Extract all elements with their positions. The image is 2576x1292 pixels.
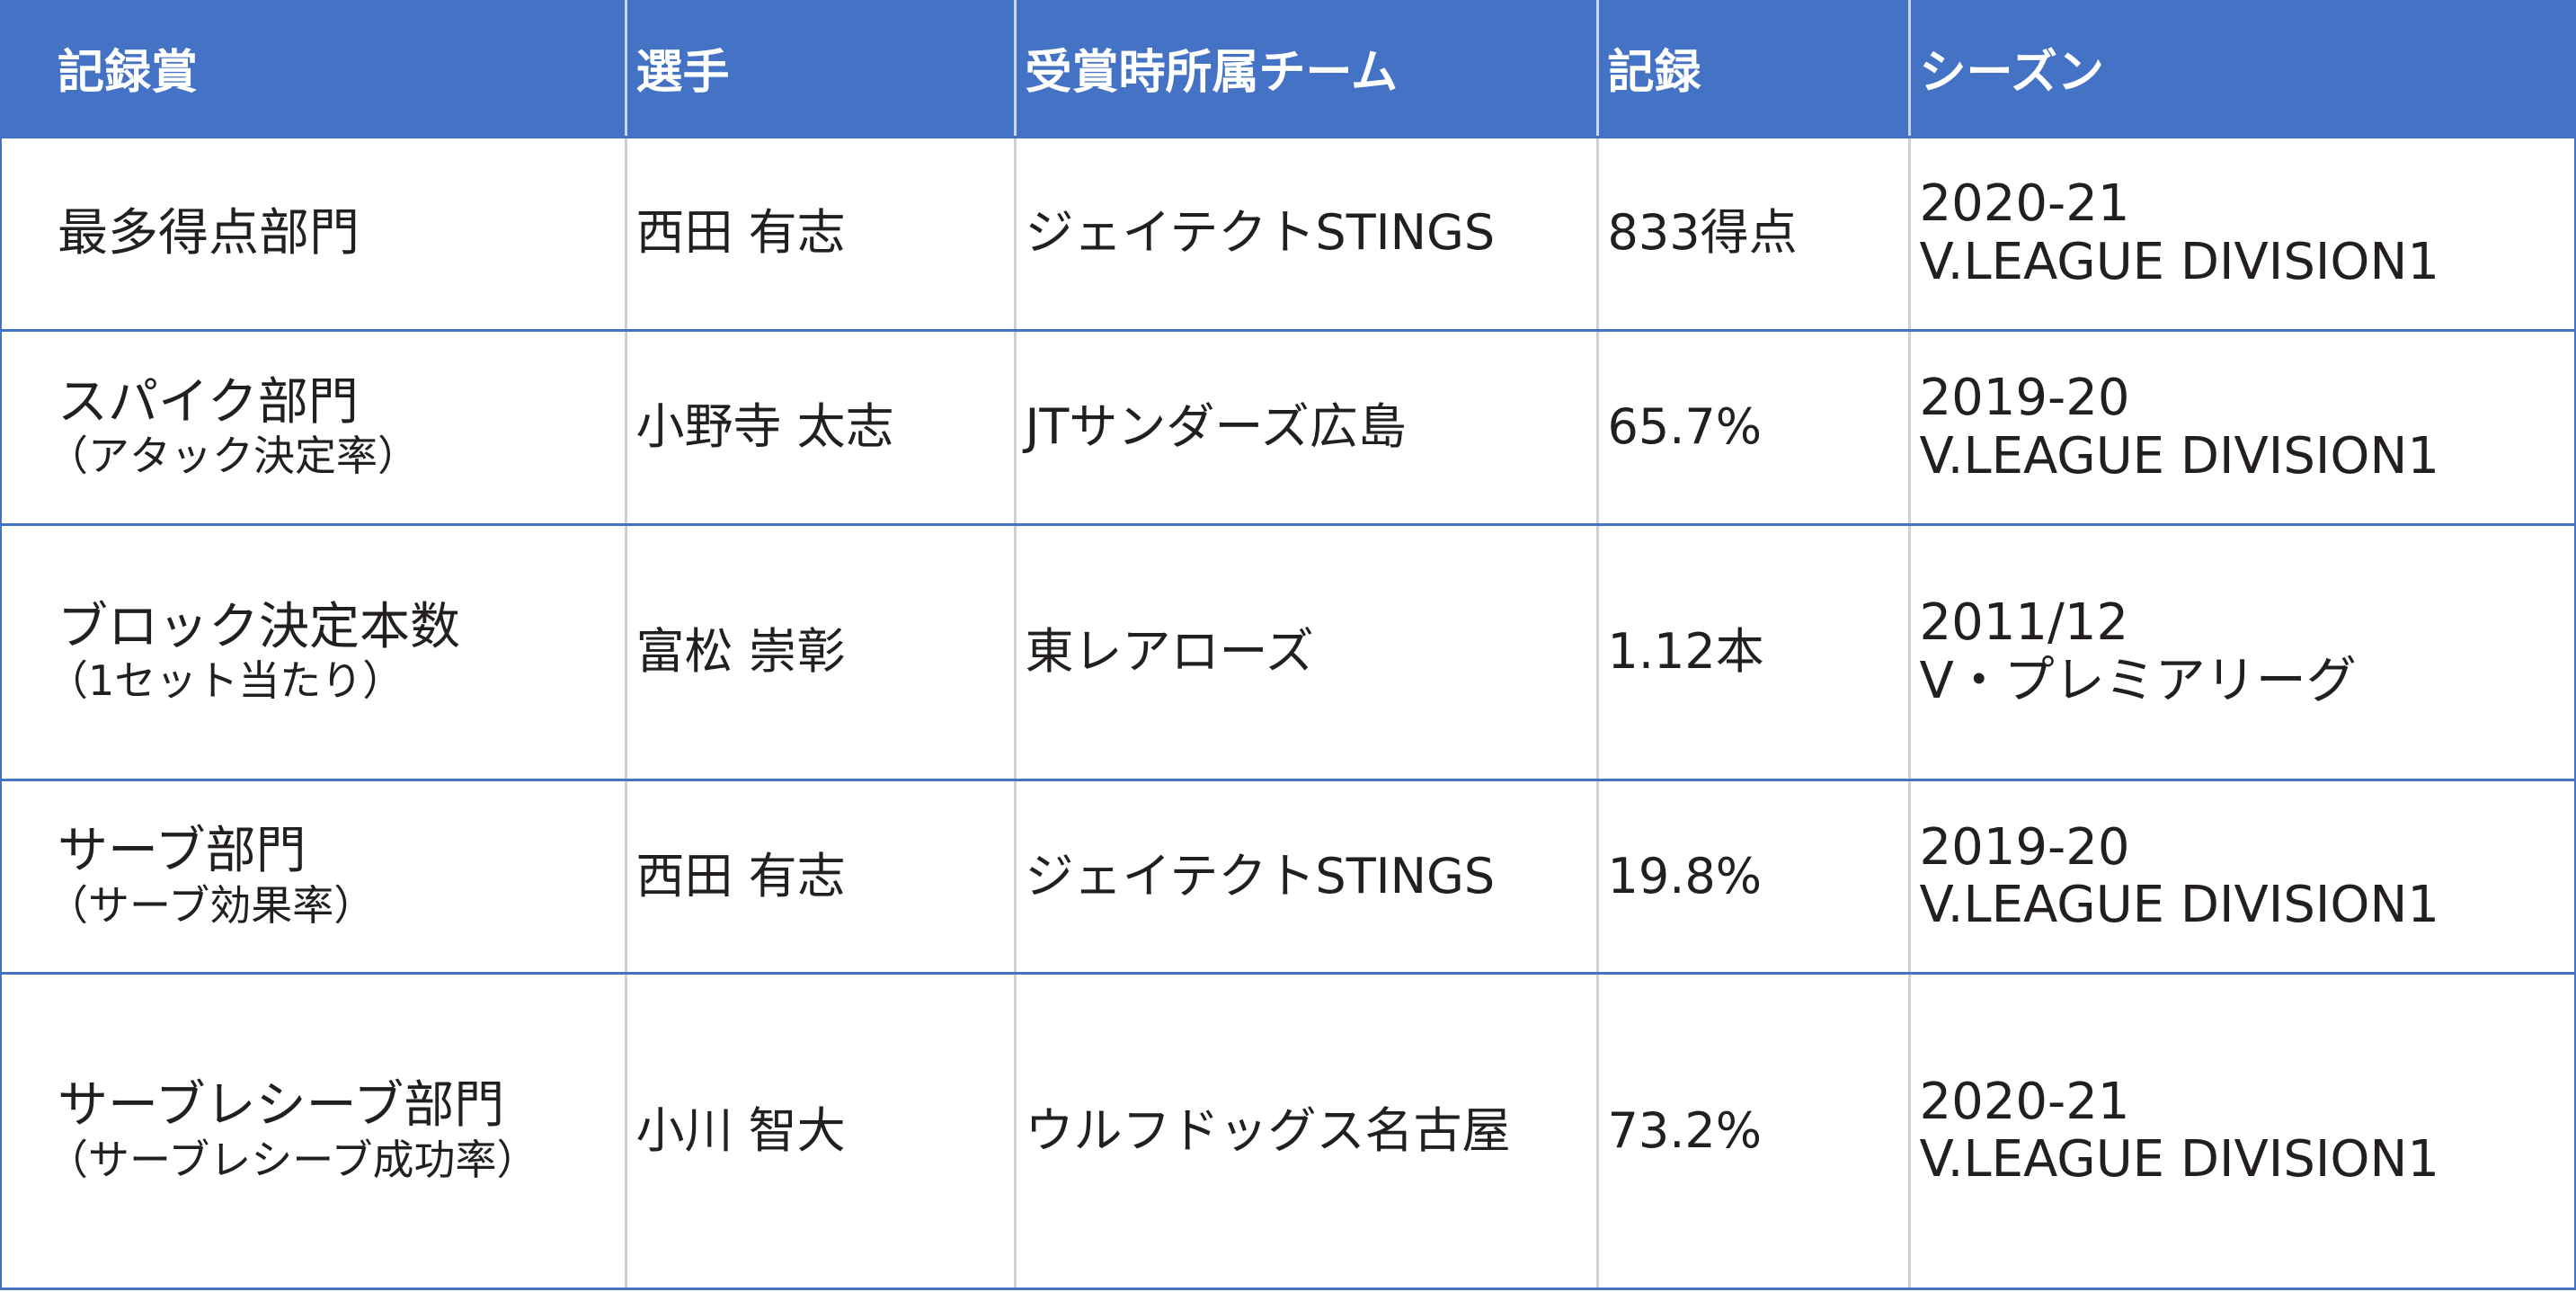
season-year: 2019-20 xyxy=(1919,817,2130,877)
team-cell: ジェイテクトSTINGS xyxy=(1013,778,1599,976)
player-cell: 富松 崇彰 xyxy=(624,523,1017,781)
team-cell: ジェイテクトSTINGS xyxy=(1013,135,1599,332)
table-body: 最多得点部門 西田 有志 ジェイテクトSTINGS 833得点 2020-21 … xyxy=(0,135,2576,1290)
table-row: 最多得点部門 西田 有志 ジェイテクトSTINGS 833得点 2020-21 … xyxy=(0,135,2576,332)
season-cell: 2019-20 V.LEAGUE DIVISION1 xyxy=(1907,778,2576,976)
team-cell: 東レアローズ xyxy=(1013,523,1599,781)
season-league: V・プレミアリーグ xyxy=(1919,651,2357,710)
award-note: （アタック決定率） xyxy=(47,432,419,481)
award-name: ブロック決定本数 xyxy=(58,597,460,656)
season-cell: 2019-20 V.LEAGUE DIVISION1 xyxy=(1907,328,2576,527)
award-cell: サーブレシーブ部門 （サーブレシーブ成功率） xyxy=(0,972,627,1290)
season-cell: 2020-21 V.LEAGUE DIVISION1 xyxy=(1907,972,2576,1290)
header-player: 選手 xyxy=(624,0,1017,138)
award-cell: 最多得点部門 xyxy=(0,135,627,332)
season-year: 2020-21 xyxy=(1919,1072,2130,1131)
record-cell: 1.12本 xyxy=(1595,523,1911,781)
team-cell: ウルフドッグス名古屋 xyxy=(1013,972,1599,1290)
season-cell: 2011/12 V・プレミアリーグ xyxy=(1907,523,2576,781)
record-cell: 19.8% xyxy=(1595,778,1911,976)
award-name: サーブ部門 xyxy=(58,822,306,881)
award-name: サーブレシーブ部門 xyxy=(58,1076,505,1136)
season-year: 2011/12 xyxy=(1919,593,2129,653)
season-year: 2020-21 xyxy=(1919,174,2130,234)
record-cell: 833得点 xyxy=(1595,135,1911,332)
header-season: シーズン xyxy=(1907,0,2576,138)
season-league: V.LEAGUE DIVISION1 xyxy=(1919,1130,2439,1190)
season-league: V.LEAGUE DIVISION1 xyxy=(1919,232,2439,291)
header-row: 記録賞 選手 受賞時所属チーム 記録 シーズン xyxy=(0,0,2576,138)
award-cell: サーブ部門 （サーブ効果率） xyxy=(0,778,627,976)
season-year: 2019-20 xyxy=(1919,369,2130,428)
player-cell: 小川 智大 xyxy=(624,972,1017,1290)
record-cell: 73.2% xyxy=(1595,972,1911,1290)
table-row: ブロック決定本数 （1セット当たり） 富松 崇彰 東レアローズ 1.12本 20… xyxy=(0,523,2576,781)
team-cell: JTサンダーズ広島 xyxy=(1013,328,1599,527)
table-row: サーブレシーブ部門 （サーブレシーブ成功率） 小川 智大 ウルフドッグス名古屋 … xyxy=(0,972,2576,1290)
award-note: （サーブ効果率） xyxy=(47,880,376,930)
table-row: スパイク部門 （アタック決定率） 小野寺 太志 JTサンダーズ広島 65.7% … xyxy=(0,328,2576,527)
season-league: V.LEAGUE DIVISION1 xyxy=(1919,876,2439,935)
header-team: 受賞時所属チーム xyxy=(1013,0,1599,138)
award-name: スパイク部門 xyxy=(58,372,359,432)
player-cell: 西田 有志 xyxy=(624,778,1017,976)
season-league: V.LEAGUE DIVISION1 xyxy=(1919,426,2439,486)
award-note: （サーブレシーブ成功率） xyxy=(47,1135,538,1184)
season-cell: 2020-21 V.LEAGUE DIVISION1 xyxy=(1907,135,2576,332)
table-header: 記録賞 選手 受賞時所属チーム 記録 シーズン xyxy=(0,0,2576,138)
header-award: 記録賞 xyxy=(0,0,627,138)
header-record: 記録 xyxy=(1595,0,1911,138)
record-cell: 65.7% xyxy=(1595,328,1911,527)
award-name: 最多得点部門 xyxy=(58,203,360,263)
player-cell: 西田 有志 xyxy=(624,135,1017,332)
table-row: サーブ部門 （サーブ効果率） 西田 有志 ジェイテクトSTINGS 19.8% … xyxy=(0,778,2576,976)
award-cell: スパイク部門 （アタック決定率） xyxy=(0,328,627,527)
award-note: （1セット当たり） xyxy=(47,656,404,706)
player-cell: 小野寺 太志 xyxy=(624,328,1017,527)
award-cell: ブロック決定本数 （1セット当たり） xyxy=(0,523,627,781)
